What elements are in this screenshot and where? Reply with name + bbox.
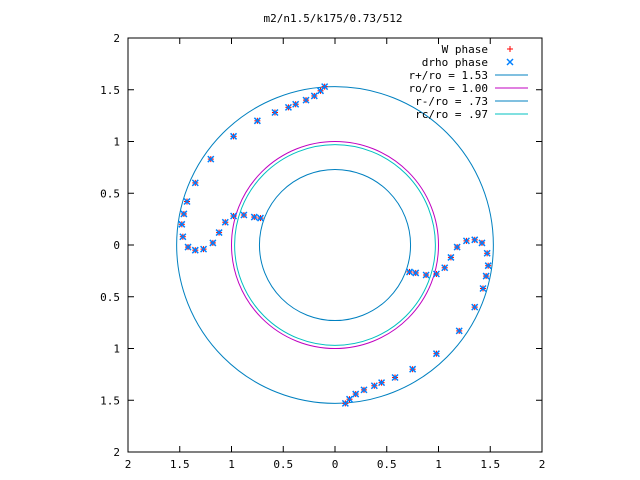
drho-phase-point (240, 211, 248, 219)
drho-phase-point (221, 218, 229, 226)
w-phase-point (507, 46, 513, 52)
x-tick-label: 2 (125, 458, 132, 471)
drho-phase-point (441, 264, 449, 272)
drho-phase-point (207, 155, 215, 163)
legend-label: rc/ro = .97 (415, 108, 488, 121)
x-tick-label: 1 (228, 458, 235, 471)
drho-phase-point (256, 214, 265, 222)
drho-phase-point (271, 108, 279, 117)
drho-phase-point (230, 132, 238, 140)
y-tick-label: 2 (113, 446, 120, 459)
drho-phase-point (506, 58, 514, 66)
y-tick-label: 1.5 (100, 394, 120, 407)
drho-phase-point (479, 284, 487, 293)
drho-phase-point (178, 220, 186, 228)
drho-phase-point (302, 96, 310, 104)
drho-phase-point (432, 270, 440, 278)
drho-phase-point (310, 92, 318, 100)
drho-phase-point (191, 179, 199, 187)
drho-phase-point (179, 233, 187, 241)
chart-title: m2/n1.5/k175/0.73/512 (263, 12, 402, 25)
drho-phase-point (284, 103, 292, 111)
radius-circle (234, 144, 436, 346)
radius-circle (258, 168, 412, 322)
drho-phase-point (183, 197, 191, 206)
drho-phase-point (292, 100, 300, 108)
x-tick-label: 1.5 (480, 458, 500, 471)
drho-phase-point (360, 386, 368, 394)
drho-phase-point (316, 87, 325, 95)
y-tick-label: 0.5 (100, 291, 120, 304)
drho-phase-point (455, 327, 463, 335)
drho-phase-point (200, 245, 208, 253)
drho-phase-point (453, 243, 461, 251)
axis-ticks: 2 1.5 1 0.5 0 0.5 1 1.5 221.510.500.511.52 (100, 32, 545, 471)
x-tick-label: 0.5 (273, 458, 293, 471)
drho-phase-point (391, 373, 399, 382)
legend-label: ro/ro = 1.00 (409, 82, 488, 95)
drho-phase-point (370, 382, 378, 390)
y-tick-label: 0 (113, 239, 120, 252)
x-tick-label: 2 (539, 458, 546, 471)
drho-phase-point (215, 229, 223, 237)
drho-phase-point (484, 262, 492, 270)
drho-phase-point (462, 237, 470, 245)
drho-phase-point (345, 395, 354, 403)
legend-label: drho phase (422, 56, 488, 69)
drho-phase-point (471, 236, 479, 244)
drho-phase-point (422, 271, 430, 279)
drho-phase-point (482, 272, 490, 280)
drho-phase-point (378, 379, 386, 387)
legend-label: r-/ro = .73 (415, 95, 488, 108)
drho-phase-point (230, 212, 238, 220)
drho-phase-point (483, 249, 491, 257)
phase-points (178, 83, 492, 407)
drho-phase-point (478, 239, 486, 247)
x-tick-label: 0 (332, 458, 339, 471)
legend-label: W phase (442, 43, 488, 56)
drho-phase-point (409, 365, 417, 373)
drho-phase-point (209, 239, 217, 247)
drho-phase-point (184, 243, 192, 251)
y-tick-label: 1 (113, 136, 120, 149)
drho-phase-point (432, 350, 440, 358)
drho-phase-point (405, 268, 414, 276)
x-tick-label: 1.5 (170, 458, 190, 471)
drho-phase-point (191, 246, 199, 254)
y-tick-label: 0.5 (100, 187, 120, 200)
drho-phase-point (412, 269, 420, 277)
radius-circle (176, 86, 494, 404)
drho-phase-point (250, 213, 258, 221)
drho-phase-point (352, 390, 360, 398)
radius-circle (231, 141, 439, 349)
y-tick-label: 2 (113, 32, 120, 45)
drho-phase-point (447, 253, 455, 261)
x-tick-label: 1 (435, 458, 442, 471)
y-tick-label: 1.5 (100, 84, 120, 97)
drho-phase-point (471, 303, 479, 311)
drho-phase-point (180, 210, 188, 218)
x-tick-label: 0.5 (377, 458, 397, 471)
y-tick-label: 1 (113, 343, 120, 356)
legend-label: r+/ro = 1.53 (409, 69, 488, 82)
radius-circles (176, 86, 494, 404)
drho-phase-point (253, 117, 261, 125)
